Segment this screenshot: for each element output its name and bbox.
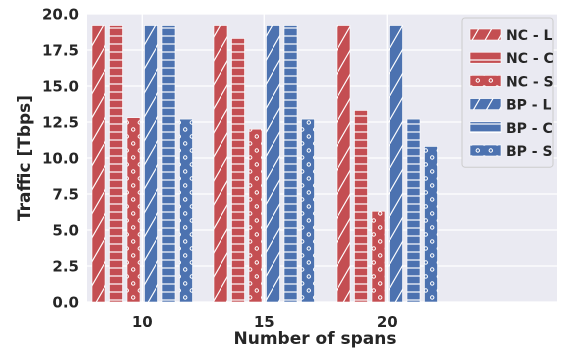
bar: [406, 118, 421, 303]
legend-swatch: [469, 144, 502, 157]
bar: [231, 38, 245, 303]
y-tick-label: 20.0: [42, 6, 79, 24]
y-tick-label: 2.5: [52, 258, 79, 276]
legend-entry: BP - C: [506, 121, 553, 137]
legend-entry: NC - L: [506, 28, 553, 44]
legend-swatch: [469, 98, 502, 110]
x-tick-label: 10: [132, 313, 153, 331]
bar: [266, 25, 280, 303]
legend-swatch: [469, 75, 502, 87]
bar: [336, 25, 351, 303]
legend-entry: BP - L: [506, 98, 551, 114]
bar: [371, 210, 386, 303]
legend-swatch: [469, 28, 502, 41]
y-tick-label: 0.0: [52, 294, 79, 312]
y-tick-label: 7.5: [52, 186, 79, 204]
legend-swatch: [469, 121, 502, 134]
y-axis-ticks: 0.0 2.5 5.0 7.5 10.0 12.5 15.0 17.5 20.0: [42, 6, 79, 312]
y-tick-label: 10.0: [42, 150, 79, 168]
bar: [91, 25, 106, 303]
bar: [424, 146, 438, 303]
y-axis-label: Traffic [Tbps]: [15, 95, 35, 221]
x-axis-ticks: 10 15 20: [132, 313, 398, 331]
bar: [126, 117, 141, 303]
legend: NC - L NC - C NC - S BP - L BP - C BP - S: [461, 17, 554, 168]
y-tick-label: 5.0: [52, 222, 79, 240]
y-tick-label: 15.0: [42, 78, 79, 96]
x-tick-label: 20: [377, 313, 398, 331]
x-axis-label: Number of spans: [233, 329, 396, 349]
legend-entry: NC - S: [506, 74, 554, 90]
bar: [301, 118, 315, 303]
legend-entry: BP - S: [506, 144, 553, 160]
bar: [354, 110, 368, 303]
bar: [283, 25, 298, 303]
bar: [248, 128, 263, 303]
bar: [179, 118, 193, 303]
bar: [109, 25, 123, 303]
bar: [161, 25, 176, 303]
legend-entry: NC - C: [506, 51, 554, 67]
y-tick-label: 17.5: [42, 42, 79, 60]
y-tick-label: 12.5: [42, 114, 79, 132]
bar: [389, 25, 403, 303]
bars: [91, 25, 438, 303]
legend-swatch: [469, 51, 502, 64]
bar: [213, 25, 228, 303]
x-tick-label: 15: [254, 313, 275, 331]
bar: [144, 25, 158, 303]
